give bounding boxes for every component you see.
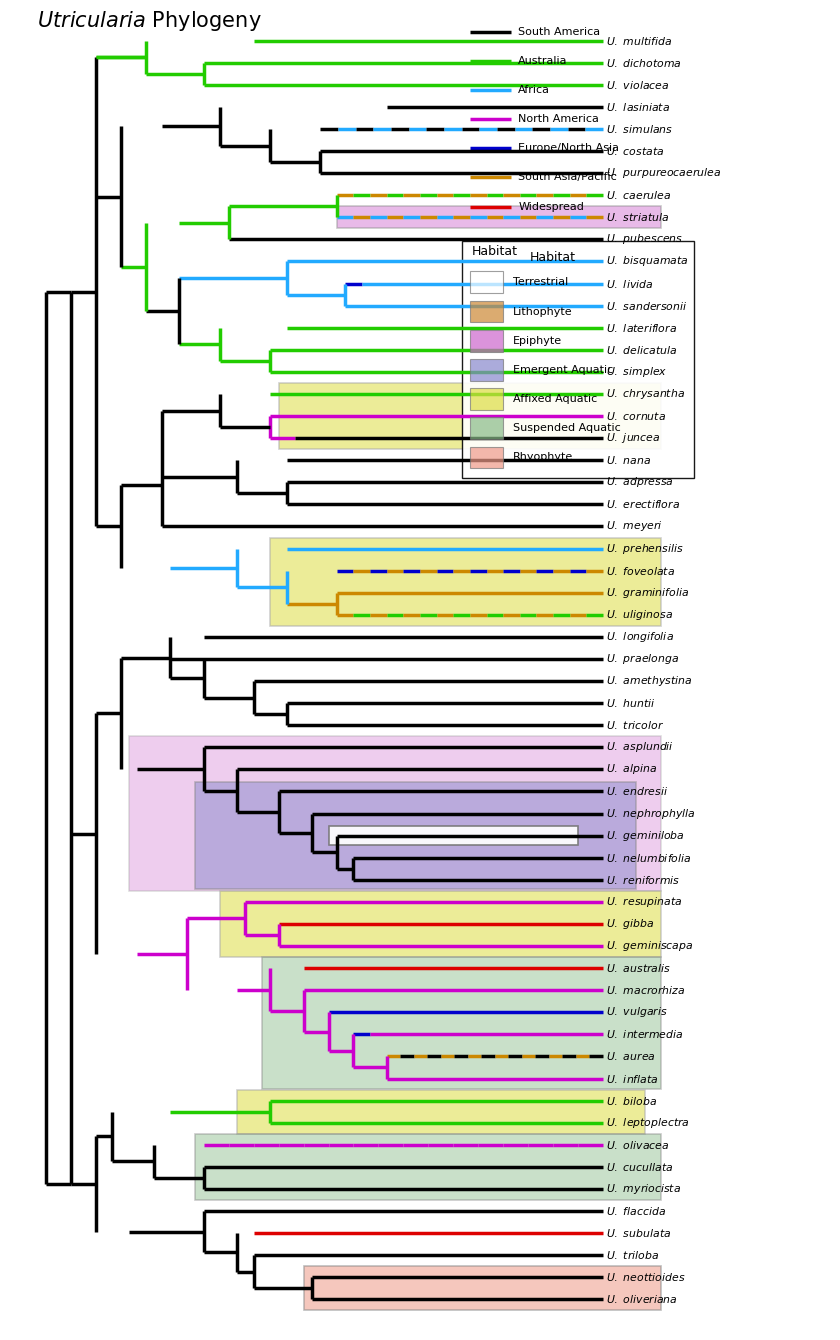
- FancyBboxPatch shape: [279, 383, 661, 449]
- Text: $\it{U.}$ $\it{biloba}$: $\it{U.}$ $\it{biloba}$: [606, 1095, 658, 1107]
- FancyBboxPatch shape: [470, 417, 503, 440]
- FancyBboxPatch shape: [337, 206, 661, 228]
- FancyBboxPatch shape: [262, 957, 661, 1089]
- FancyBboxPatch shape: [470, 446, 503, 469]
- Text: $\it{U.}$ $\it{olivacea}$: $\it{U.}$ $\it{olivacea}$: [606, 1139, 669, 1151]
- Text: Widespread: Widespread: [518, 201, 584, 212]
- Text: $\it{U.}$ $\it{chrysantha}$: $\it{U.}$ $\it{chrysantha}$: [606, 387, 685, 401]
- Text: $\it{U.}$ $\it{erectiflora}$: $\it{U.}$ $\it{erectiflora}$: [606, 498, 680, 511]
- Text: $\it{U.}$ $\it{sandersonii}$: $\it{U.}$ $\it{sandersonii}$: [606, 300, 688, 312]
- FancyBboxPatch shape: [470, 272, 503, 293]
- Text: $\it{U.}$ $\it{cornuta}$: $\it{U.}$ $\it{cornuta}$: [606, 410, 666, 422]
- Text: $\it{U.}$ $\it{bisquamata}$: $\it{U.}$ $\it{bisquamata}$: [606, 255, 689, 268]
- Text: $\it{U.}$ $\it{inflata}$: $\it{U.}$ $\it{inflata}$: [606, 1072, 659, 1084]
- Text: $\it{U.}$ $\it{neottioides}$: $\it{U.}$ $\it{neottioides}$: [606, 1272, 685, 1284]
- Text: $\it{U.}$ $\it{prehensilis}$: $\it{U.}$ $\it{prehensilis}$: [606, 541, 684, 556]
- Text: $\it{U.}$ $\it{violacea}$: $\it{U.}$ $\it{violacea}$: [606, 79, 669, 91]
- FancyBboxPatch shape: [270, 537, 661, 626]
- Text: Terrestrial: Terrestrial: [513, 277, 569, 287]
- Text: $\it{Utricularia}$ Phylogeny: $\it{Utricularia}$ Phylogeny: [38, 9, 262, 32]
- Text: $\it{U.}$ $\it{huntii}$: $\it{U.}$ $\it{huntii}$: [606, 697, 656, 709]
- Text: South Asia/Pacific: South Asia/Pacific: [518, 173, 617, 182]
- FancyBboxPatch shape: [220, 891, 661, 957]
- Text: $\it{U.}$ $\it{macrorhiza}$: $\it{U.}$ $\it{macrorhiza}$: [606, 984, 685, 996]
- Text: $\it{U.}$ $\it{costata}$: $\it{U.}$ $\it{costata}$: [606, 145, 664, 157]
- Text: $\it{U.}$ $\it{cucullata}$: $\it{U.}$ $\it{cucullata}$: [606, 1160, 674, 1172]
- Text: $\it{U.}$ $\it{caerulea}$: $\it{U.}$ $\it{caerulea}$: [606, 189, 672, 201]
- Text: Suspended Aquatic: Suspended Aquatic: [513, 423, 621, 433]
- Text: $\it{U.}$ $\it{delicatula}$: $\it{U.}$ $\it{delicatula}$: [606, 344, 678, 356]
- Text: $\it{U.}$ $\it{vulgaris}$: $\it{U.}$ $\it{vulgaris}$: [606, 1005, 668, 1020]
- Text: $\it{U.}$ $\it{reniformis}$: $\it{U.}$ $\it{reniformis}$: [606, 874, 680, 886]
- Text: $\it{U.}$ $\it{triloba}$: $\it{U.}$ $\it{triloba}$: [606, 1249, 659, 1261]
- Text: $\it{U.}$ $\it{praelonga}$: $\it{U.}$ $\it{praelonga}$: [606, 653, 680, 666]
- FancyBboxPatch shape: [129, 737, 661, 891]
- Text: $\it{U.}$ $\it{geminiscapa}$: $\it{U.}$ $\it{geminiscapa}$: [606, 939, 694, 953]
- Text: Europe/North Asia: Europe/North Asia: [518, 143, 619, 153]
- Text: $\it{U.}$ $\it{australis}$: $\it{U.}$ $\it{australis}$: [606, 962, 671, 974]
- Text: Australia: Australia: [518, 56, 568, 66]
- Text: $\it{U.}$ $\it{simplex}$: $\it{U.}$ $\it{simplex}$: [606, 364, 668, 379]
- Text: $\it{U.}$ $\it{graminifolia}$: $\it{U.}$ $\it{graminifolia}$: [606, 586, 690, 600]
- FancyBboxPatch shape: [470, 389, 503, 410]
- Text: $\it{U.}$ $\it{nephrophylla}$: $\it{U.}$ $\it{nephrophylla}$: [606, 807, 696, 820]
- Text: $\it{U.}$ $\it{pubescens}$: $\it{U.}$ $\it{pubescens}$: [606, 232, 684, 247]
- Text: $\it{U.}$ $\it{lasiniata}$: $\it{U.}$ $\it{lasiniata}$: [606, 100, 670, 113]
- Text: $\it{U.}$ $\it{purpureocaerulea}$: $\it{U.}$ $\it{purpureocaerulea}$: [606, 166, 722, 180]
- Text: $\it{U.}$ $\it{livida}$: $\it{U.}$ $\it{livida}$: [606, 277, 654, 289]
- FancyBboxPatch shape: [196, 1134, 661, 1199]
- Text: $\it{U.}$ $\it{nana}$: $\it{U.}$ $\it{nana}$: [606, 454, 652, 466]
- Text: Africa: Africa: [518, 84, 550, 95]
- Text: $\it{U.}$ $\it{subulata}$: $\it{U.}$ $\it{subulata}$: [606, 1227, 671, 1240]
- Text: $\it{U.}$ $\it{juncea}$: $\it{U.}$ $\it{juncea}$: [606, 431, 661, 445]
- Text: $\it{U.}$ $\it{aurea}$: $\it{U.}$ $\it{aurea}$: [606, 1051, 656, 1063]
- FancyBboxPatch shape: [303, 1266, 661, 1311]
- Text: $\it{U.}$ $\it{leptoplectra}$: $\it{U.}$ $\it{leptoplectra}$: [606, 1116, 690, 1130]
- Text: $\it{U.}$ $\it{adpressa}$: $\it{U.}$ $\it{adpressa}$: [606, 476, 675, 489]
- FancyBboxPatch shape: [196, 783, 636, 888]
- Text: $\it{U.}$ $\it{longifolia}$: $\it{U.}$ $\it{longifolia}$: [606, 630, 675, 645]
- Text: $\it{U.}$ $\it{flaccida}$: $\it{U.}$ $\it{flaccida}$: [606, 1205, 667, 1217]
- FancyBboxPatch shape: [470, 300, 503, 323]
- FancyBboxPatch shape: [470, 359, 503, 381]
- Text: South America: South America: [518, 27, 601, 36]
- Text: $\it{U.}$ $\it{geminiloba}$: $\it{U.}$ $\it{geminiloba}$: [606, 828, 685, 843]
- Text: $\it{U.}$ $\it{lateriflora}$: $\it{U.}$ $\it{lateriflora}$: [606, 322, 677, 334]
- Text: Emergent Aquatic: Emergent Aquatic: [513, 364, 613, 375]
- Text: $\it{U.}$ $\it{tricolor}$: $\it{U.}$ $\it{tricolor}$: [606, 720, 664, 732]
- Text: $\it{U.}$ $\it{dichotoma}$: $\it{U.}$ $\it{dichotoma}$: [606, 56, 682, 68]
- Text: Affixed Aquatic: Affixed Aquatic: [513, 394, 597, 405]
- Text: $\it{U.}$ $\it{intermedia}$: $\it{U.}$ $\it{intermedia}$: [606, 1028, 684, 1040]
- Text: $\it{U.}$ $\it{simulans}$: $\it{U.}$ $\it{simulans}$: [606, 123, 674, 135]
- Text: $\it{U.}$ $\it{nelumbifolia}$: $\it{U.}$ $\it{nelumbifolia}$: [606, 852, 692, 864]
- FancyBboxPatch shape: [462, 241, 695, 477]
- Text: $\it{U.}$ $\it{multifida}$: $\it{U.}$ $\it{multifida}$: [606, 35, 673, 47]
- Text: North America: North America: [518, 114, 599, 125]
- Text: Habitat: Habitat: [472, 245, 517, 259]
- FancyBboxPatch shape: [237, 1089, 644, 1134]
- Text: Habitat: Habitat: [530, 251, 576, 264]
- Text: $\it{U.}$ $\it{meyeri}$: $\it{U.}$ $\it{meyeri}$: [606, 520, 663, 533]
- Text: $\it{U.}$ $\it{resupinata}$: $\it{U.}$ $\it{resupinata}$: [606, 895, 683, 909]
- Text: $\it{U.}$ $\it{endresii}$: $\it{U.}$ $\it{endresii}$: [606, 785, 669, 797]
- Text: $\it{U.}$ $\it{foveolata}$: $\it{U.}$ $\it{foveolata}$: [606, 564, 675, 576]
- Text: Rhyophyte: Rhyophyte: [513, 453, 574, 462]
- Text: $\it{U.}$ $\it{amethystina}$: $\it{U.}$ $\it{amethystina}$: [606, 674, 693, 687]
- Text: $\it{U.}$ $\it{alpina}$: $\it{U.}$ $\it{alpina}$: [606, 762, 658, 776]
- Text: $\it{U.}$ $\it{striatula}$: $\it{U.}$ $\it{striatula}$: [606, 212, 669, 224]
- Text: $\it{U.}$ $\it{gibba}$: $\it{U.}$ $\it{gibba}$: [606, 917, 655, 931]
- Text: $\it{U.}$ $\it{myriocista}$: $\it{U.}$ $\it{myriocista}$: [606, 1182, 681, 1195]
- Text: Epiphyte: Epiphyte: [513, 336, 562, 346]
- Text: $\it{U.}$ $\it{uliginosa}$: $\it{U.}$ $\it{uliginosa}$: [606, 608, 674, 622]
- Text: $\it{U.}$ $\it{asplundii}$: $\it{U.}$ $\it{asplundii}$: [606, 740, 675, 754]
- Text: $\it{U.}$ $\it{oliveriana}$: $\it{U.}$ $\it{oliveriana}$: [606, 1293, 678, 1305]
- FancyBboxPatch shape: [470, 330, 503, 351]
- FancyBboxPatch shape: [328, 827, 578, 844]
- Text: Lithophyte: Lithophyte: [513, 307, 573, 316]
